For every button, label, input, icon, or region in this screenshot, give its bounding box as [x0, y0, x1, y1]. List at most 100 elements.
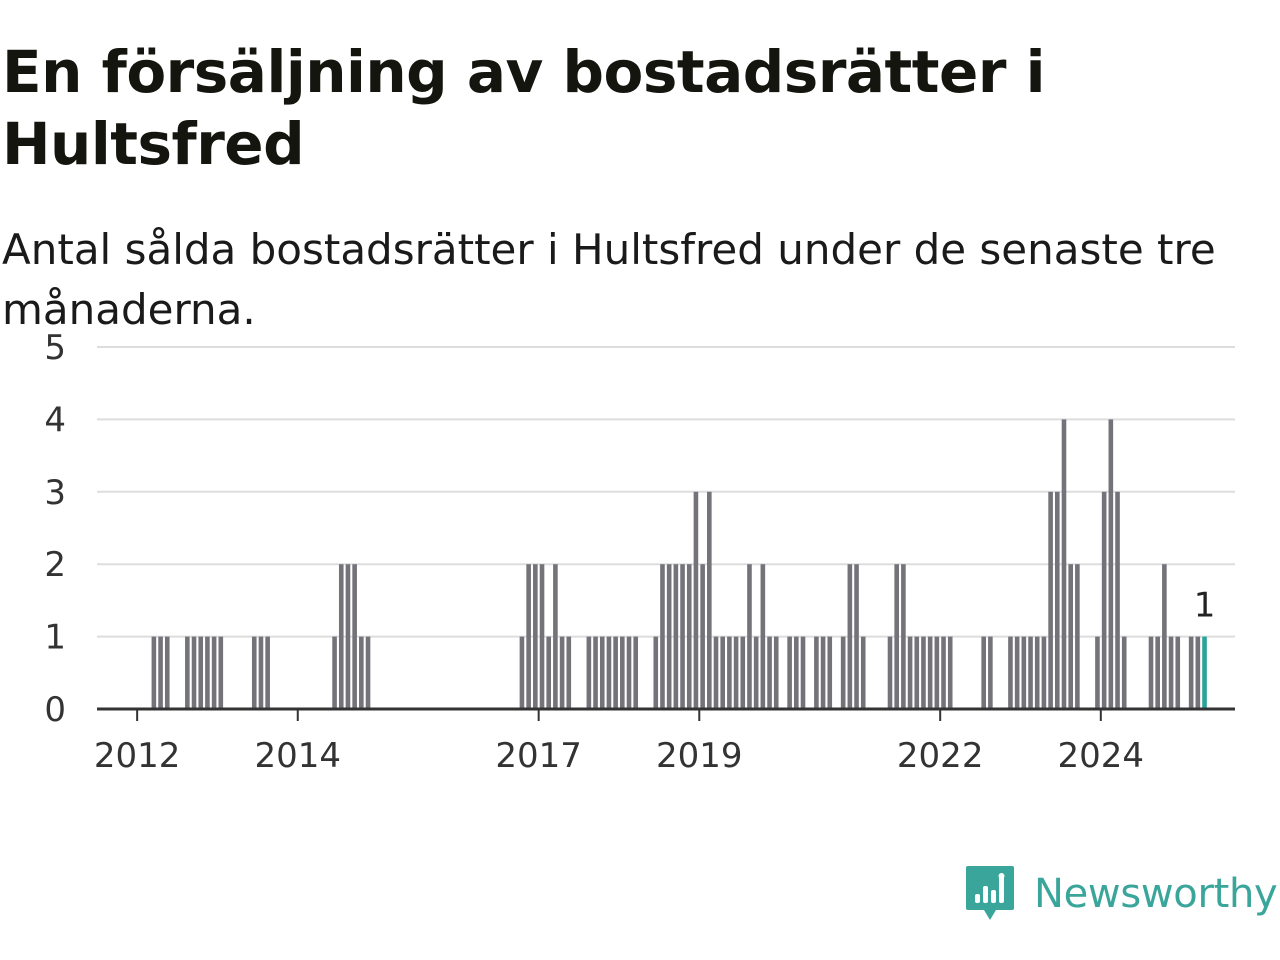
bar	[359, 636, 364, 709]
bar	[887, 636, 893, 709]
bar	[1034, 636, 1040, 709]
chart-subtitle: Antal sålda bostadsrätter i Hultsfred un…	[2, 225, 1216, 334]
bar	[633, 636, 639, 709]
bar	[606, 636, 612, 709]
bar	[820, 636, 826, 709]
bar	[941, 636, 946, 709]
data-label: 1	[1194, 586, 1216, 626]
bar	[338, 564, 344, 709]
bar	[1028, 636, 1033, 709]
y-tick-label: 2	[44, 545, 66, 585]
y-tick-label: 5	[44, 328, 66, 368]
bar	[332, 636, 337, 709]
x-tick-label: 2022	[897, 736, 984, 776]
chart-title: En försäljning av bostadsrätter i Hultsf…	[2, 38, 1046, 178]
bar	[794, 636, 799, 709]
bar	[653, 636, 659, 709]
bar	[258, 636, 264, 709]
bar	[151, 636, 157, 709]
bar	[365, 636, 371, 709]
bar-latest	[1202, 636, 1207, 709]
bar	[700, 564, 705, 709]
bar	[1068, 564, 1073, 709]
bar	[1095, 636, 1100, 709]
bar	[927, 636, 933, 709]
bar	[814, 636, 819, 709]
bar	[1021, 636, 1027, 709]
bar	[727, 636, 732, 709]
bar	[673, 564, 679, 709]
bar	[1162, 564, 1167, 709]
bar	[533, 564, 538, 709]
bar	[526, 564, 531, 709]
bar	[620, 636, 625, 709]
bar	[164, 636, 170, 709]
bar	[198, 636, 204, 709]
bar	[1108, 419, 1114, 709]
bar	[680, 564, 685, 709]
bar	[1195, 636, 1201, 709]
bar	[914, 636, 920, 709]
bar-chart-bubble-icon	[966, 866, 1014, 920]
bar	[539, 564, 545, 709]
bar	[760, 564, 766, 709]
bar	[1115, 491, 1120, 709]
x-tick-label: 2017	[495, 736, 582, 776]
bar	[205, 636, 210, 709]
y-tick-label: 0	[44, 690, 66, 730]
bar	[1188, 636, 1194, 709]
bar	[773, 636, 779, 709]
bar	[660, 564, 665, 709]
bar	[767, 636, 772, 709]
x-tick-label: 2024	[1058, 736, 1145, 776]
bar	[1168, 636, 1174, 709]
bar	[733, 636, 739, 709]
bar	[1121, 636, 1127, 709]
bar	[1041, 636, 1047, 709]
bar	[901, 564, 906, 709]
bar	[352, 564, 357, 709]
x-tick-label: 2012	[94, 736, 181, 776]
newsworthy-logo: Newsworthy	[964, 864, 1278, 924]
bar	[907, 636, 913, 709]
bar	[1101, 491, 1107, 709]
bar	[707, 491, 712, 709]
bar	[947, 636, 953, 709]
bar	[626, 636, 632, 709]
bar	[740, 636, 746, 709]
y-tick-label: 1	[44, 618, 66, 658]
bar	[666, 564, 672, 709]
bar	[753, 636, 759, 709]
bar	[613, 636, 618, 709]
bar	[860, 636, 866, 709]
bar	[599, 636, 605, 709]
bar	[218, 636, 224, 709]
bar	[1014, 636, 1020, 709]
y-tick-label: 4	[44, 400, 66, 440]
bar	[265, 636, 270, 709]
bar	[988, 636, 993, 709]
bar	[800, 636, 806, 709]
bar	[553, 564, 558, 709]
x-tick-label: 2019	[656, 736, 743, 776]
bar	[827, 636, 833, 709]
bar	[1148, 636, 1154, 709]
bar	[1175, 636, 1181, 709]
bar	[840, 636, 846, 709]
bar	[1061, 419, 1067, 709]
bar	[345, 564, 351, 709]
bar	[593, 636, 598, 709]
bar	[546, 636, 552, 709]
x-tick-label: 2014	[254, 736, 341, 776]
bar	[747, 564, 752, 709]
bar	[185, 636, 190, 709]
bar	[559, 636, 565, 709]
y-tick-label: 3	[44, 473, 66, 513]
bar	[211, 636, 217, 709]
bar	[720, 636, 725, 709]
bar	[519, 636, 525, 709]
bar	[981, 636, 986, 709]
bar	[566, 636, 572, 709]
bar	[854, 564, 859, 709]
brand-name: Newsworthy	[1034, 871, 1278, 917]
